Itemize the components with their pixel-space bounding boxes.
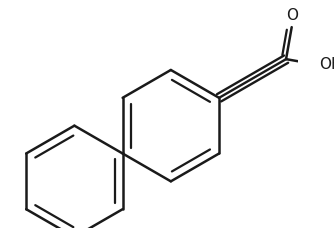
Text: OH: OH xyxy=(319,57,334,72)
Text: O: O xyxy=(286,8,298,23)
